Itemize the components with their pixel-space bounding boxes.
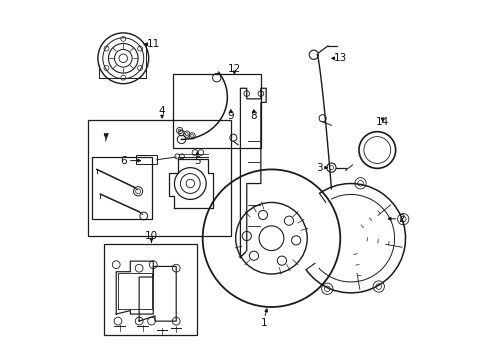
Text: 7: 7	[102, 133, 109, 143]
Text: 10: 10	[145, 231, 158, 242]
Bar	[136, 155, 157, 164]
Text: 4: 4	[159, 106, 166, 116]
Text: 12: 12	[228, 64, 241, 74]
Text: 13: 13	[334, 53, 347, 63]
Bar	[172, 74, 261, 148]
Text: 9: 9	[227, 112, 234, 121]
Text: 14: 14	[376, 117, 389, 127]
Text: 3: 3	[316, 163, 322, 173]
Text: 2: 2	[399, 214, 405, 224]
Text: 8: 8	[250, 112, 257, 121]
Text: 1: 1	[261, 318, 268, 328]
Text: 6: 6	[120, 156, 126, 166]
Bar	[104, 243, 197, 335]
Bar	[88, 120, 231, 237]
Text: 11: 11	[147, 39, 160, 49]
Bar	[92, 157, 151, 219]
Text: 5: 5	[194, 156, 201, 166]
